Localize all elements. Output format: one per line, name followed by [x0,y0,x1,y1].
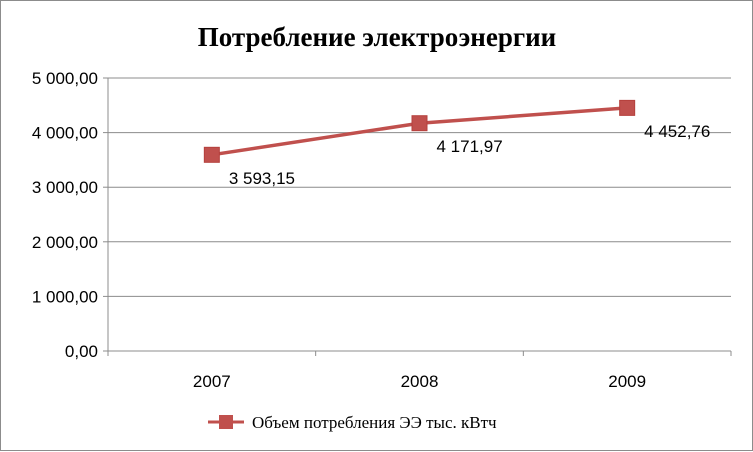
y-tick-label: 4 000,00 [32,124,98,143]
chart-title: Потребление электроэнергии [198,22,556,52]
x-axis: 2007 2008 2009 [107,350,732,391]
y-tick-label: 2 000,00 [32,233,98,252]
data-label: 3 593,15 [229,169,295,188]
series-group [203,99,636,163]
data-point-marker [619,99,636,116]
data-labels: 3 593,15 4 171,97 4 452,76 [229,122,711,188]
x-tick-label: 2007 [193,372,231,391]
y-axis: 0,00 1 000,00 2 000,00 3 000,00 4 000,00 5 00… [32,69,109,361]
data-label: 4 171,97 [437,137,503,156]
legend: Объем потребления ЭЭ тыс. кВтч [208,413,497,432]
legend-marker-swatch [219,415,233,429]
x-tick-label: 2008 [401,372,439,391]
legend-label: Объем потребления ЭЭ тыс. кВтч [252,413,497,432]
x-tick-label: 2009 [608,372,646,391]
gridlines [108,77,731,297]
data-point-marker [411,115,428,132]
y-tick-label: 1 000,00 [32,287,98,306]
y-tick-label: 5 000,00 [32,69,98,88]
data-label: 4 452,76 [644,122,710,141]
series-line [211,106,628,157]
data-point-marker [203,146,220,163]
y-tick-label: 0,00 [65,342,98,361]
y-tick-label: 3 000,00 [32,178,98,197]
